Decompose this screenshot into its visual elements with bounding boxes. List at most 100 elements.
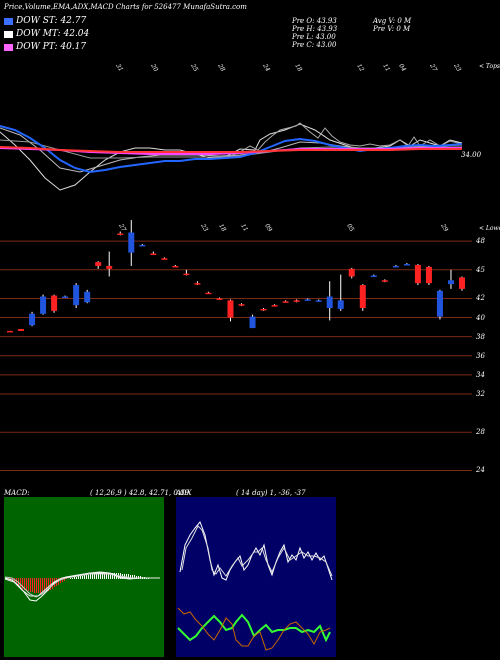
candle-body [40,296,47,314]
adx-title: ADX [176,489,192,497]
candle [381,279,388,283]
candle-body [414,265,421,284]
candle [282,300,289,303]
candle [249,314,256,329]
macd-params: ( 12,26,9 ) 42.8, 42.71, 0.09 [90,489,189,497]
y-tick-label: 36 [476,351,485,360]
candle [392,265,399,268]
macd-hist-bar [38,578,39,593]
macd-hist-bar [76,577,77,579]
candle [348,267,355,279]
dow-mt-label: DOW MT: 42.04 [16,29,90,39]
candle [315,299,322,302]
candle-body [7,330,13,333]
candle-body [348,268,355,277]
candle-body [205,292,212,295]
candle-body [51,295,58,311]
candle [161,257,168,260]
candle-body [84,291,91,303]
candle-body [447,280,454,285]
candle [139,243,146,247]
macd-hist-bar [32,578,33,592]
ema-line-white-4 [224,122,463,159]
macd-hist-bar [48,578,49,591]
candle [359,284,366,311]
candle [106,251,113,277]
macd-hist-bar [64,578,65,581]
macd-hist-bar [70,578,71,579]
candle [304,298,311,301]
candle [51,294,58,313]
candle [260,308,267,311]
macd-hist-bar [30,578,31,592]
macd-hist-bar [20,578,21,587]
candle-body [337,300,344,309]
candle-body [249,316,256,329]
macd-hist-bar [106,573,107,579]
candle [216,297,223,300]
prev-close: Pre C: 43.00 [292,41,337,49]
candle-body [359,285,366,308]
macd-hist-bar [42,578,43,592]
macd-hist-bar [22,578,23,589]
adx-params: ( 14 day) 1, -36, -37 [236,489,306,497]
macd-hist-bar [88,575,89,579]
candle [62,295,69,299]
candle-body [216,298,223,300]
candle-body [425,266,432,284]
macd-hist-bar [62,578,63,582]
candle [436,289,443,320]
candle-body [139,244,146,247]
y-tick-label: 24 [476,466,485,475]
macd-hist-bar [126,574,127,579]
macd-title: MACD: [4,489,30,497]
macd-hist-bar [66,578,67,579]
macd-hist-bar [36,578,37,593]
candle-body [392,265,399,268]
macd-hist-bar [72,578,73,579]
candle-body [326,296,333,308]
y-tick-label: 42 [476,294,485,303]
candle [40,294,47,315]
y-tick-label: 28 [476,428,485,437]
macd-hist-bar [128,574,129,579]
prev-high: Pre H: 43.93 [292,25,338,33]
macd-hist-bar [44,578,45,592]
candle [194,281,201,286]
y-tick-label: 48 [476,237,485,246]
candle [84,289,91,304]
candle [29,311,36,327]
macd-hist-bar [46,578,47,591]
macd-hist-bar [26,578,27,591]
y-tick-label: 40 [476,313,485,322]
macd-hist-bar [98,573,99,579]
macd-hist-bar [84,575,85,579]
candle-body [117,233,124,235]
candle-body [304,299,311,301]
macd-hist-bar [34,578,35,593]
candle-body [282,301,289,303]
candle-body [128,232,135,253]
macd-hist-bar [114,573,115,579]
macd-hist-bar [96,574,97,579]
candle [7,330,13,333]
candle [150,251,157,256]
y-tick-label: 32 [476,390,485,398]
candle-body [62,296,69,299]
macd-hist-bar [104,573,105,579]
candle [95,261,102,269]
candle [238,303,245,307]
candles [7,220,465,333]
macd-hist-bar [86,575,87,579]
macd-hist-bar [134,575,135,579]
adx-line-2 [181,525,333,577]
candle [459,276,465,291]
candle-body [260,308,267,311]
macd-hist-bar [90,574,91,579]
candle [326,281,333,321]
candle-body [315,300,322,302]
candle-body [381,280,388,282]
candle-body [271,305,278,307]
candle-body [18,329,25,331]
macd-hist-bar [24,578,25,590]
